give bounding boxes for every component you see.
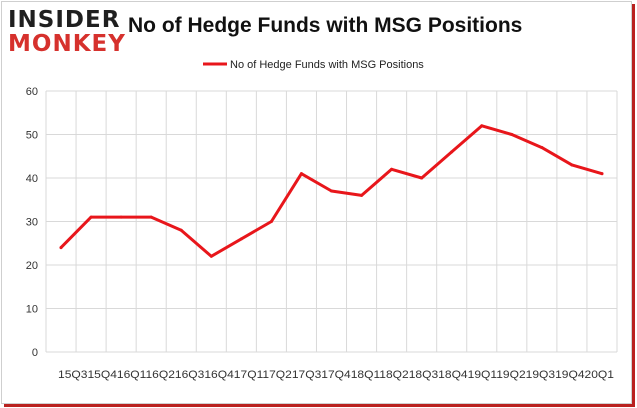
y-tick-label: 10 [26,304,38,316]
y-tick-label: 40 [26,173,38,185]
data-point-16Q4 [209,254,213,258]
data-point-18Q3 [420,176,424,180]
series-points [59,124,604,258]
y-tick-label: 20 [26,260,38,272]
y-tick-label: 50 [26,130,38,142]
data-point-17Q3 [299,172,303,176]
data-point-18Q4 [450,150,454,154]
chart-title: No of Hedge Funds with MSG Positions [128,14,523,37]
insider-monkey-logo: INSIDER MONKEY [8,6,125,58]
y-tick-label: 0 [32,347,38,359]
grid-lines [45,90,618,353]
data-point-16Q1 [119,215,123,219]
data-point-15Q4 [89,215,93,219]
legend-label: No of Hedge Funds with MSG Positions [230,59,424,71]
data-point-19Q1 [480,124,484,128]
data-point-17Q1 [239,237,243,241]
data-point-19Q4 [570,163,574,167]
logo-text-top: INSIDER [8,7,121,33]
data-point-15Q3 [59,246,63,250]
data-point-16Q3 [179,228,183,232]
data-point-17Q2 [269,220,273,223]
y-tick-label: 30 [26,217,38,229]
legend: No of Hedge Funds with MSG Positions [203,59,424,71]
data-point-18Q1 [360,193,364,197]
x-axis-tick-labels: 15Q315Q416Q116Q216Q316Q417Q117Q217Q317Q4… [58,369,614,381]
y-axis-ticks: 0 10 20 30 40 50 60 [26,86,38,359]
y-tick-label: 60 [26,86,38,98]
data-point-17Q4 [330,189,333,193]
data-point-18Q2 [390,167,394,171]
data-point-19Q2 [510,133,514,136]
data-point-16Q2 [149,215,153,219]
data-point-20Q1 [600,172,604,176]
data-point-19Q3 [540,146,544,150]
logo-text-bottom: MONKEY [8,31,126,57]
